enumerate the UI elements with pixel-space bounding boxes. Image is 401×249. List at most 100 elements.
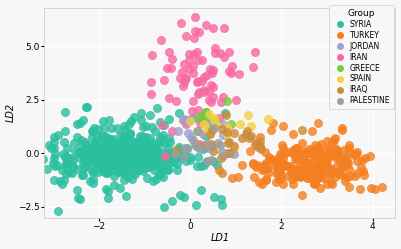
IRAQ [298, 128, 305, 132]
PALESTINE [215, 141, 221, 145]
JORDAN [203, 121, 209, 125]
SYRIA [93, 154, 100, 158]
SYRIA [81, 158, 87, 162]
Legend: SYRIA, TURKEY, JORDAN, IRAN, GREECE, SPAIN, IRAQ, PALESTINE: SYRIA, TURKEY, JORDAN, IRAN, GREECE, SPA… [329, 5, 394, 109]
TURKEY [311, 182, 317, 186]
TURKEY [340, 156, 347, 160]
JORDAN [183, 120, 190, 124]
SYRIA [148, 146, 154, 150]
IRAN [200, 90, 207, 94]
IRAN [199, 79, 205, 83]
TURKEY [316, 174, 322, 178]
SYRIA [203, 134, 209, 138]
IRAN [183, 119, 189, 123]
SYRIA [124, 145, 130, 149]
SYRIA [126, 155, 132, 159]
TURKEY [273, 171, 279, 175]
SYRIA [190, 116, 196, 120]
TURKEY [354, 150, 360, 154]
TURKEY [304, 160, 311, 164]
SYRIA [148, 147, 154, 151]
SYRIA [142, 149, 148, 153]
TURKEY [299, 152, 306, 156]
SYRIA [210, 159, 217, 163]
SYRIA [160, 154, 166, 158]
SYRIA [127, 153, 134, 157]
IRAN [183, 122, 189, 126]
SYRIA [139, 153, 145, 157]
TURKEY [253, 165, 259, 169]
TURKEY [313, 150, 319, 154]
TURKEY [264, 166, 270, 170]
IRAN [200, 88, 207, 92]
TURKEY [294, 158, 301, 162]
TURKEY [249, 161, 256, 165]
TURKEY [310, 147, 317, 151]
SYRIA [127, 141, 133, 145]
SYRIA [99, 120, 106, 124]
TURKEY [343, 175, 349, 179]
TURKEY [332, 175, 338, 179]
TURKEY [290, 182, 296, 186]
IRAN [180, 118, 186, 122]
SYRIA [184, 146, 190, 150]
SYRIA [105, 142, 111, 146]
SYRIA [71, 141, 77, 145]
SYRIA [106, 154, 113, 158]
SYRIA [84, 105, 90, 109]
TURKEY [337, 156, 344, 160]
SYRIA [59, 182, 65, 186]
PALESTINE [184, 147, 190, 151]
SYRIA [132, 140, 139, 144]
IRAN [168, 128, 175, 132]
SYRIA [166, 136, 172, 140]
TURKEY [314, 166, 321, 170]
SPAIN [265, 117, 271, 121]
IRAN [162, 154, 168, 158]
SYRIA [150, 164, 156, 168]
SYRIA [90, 177, 96, 181]
SPAIN [245, 113, 251, 117]
SYRIA [132, 159, 138, 163]
TURKEY [312, 174, 319, 178]
SYRIA [36, 159, 43, 163]
SYRIA [128, 138, 134, 142]
TURKEY [261, 167, 267, 171]
SYRIA [140, 160, 146, 164]
SYRIA [141, 145, 147, 149]
TURKEY [298, 141, 305, 145]
SYRIA [130, 152, 136, 156]
TURKEY [372, 187, 378, 191]
SYRIA [156, 173, 162, 177]
TURKEY [257, 144, 263, 148]
TURKEY [273, 180, 279, 184]
SYRIA [95, 159, 101, 163]
TURKEY [312, 156, 318, 160]
SYRIA [162, 166, 168, 170]
TURKEY [332, 136, 339, 140]
TURKEY [259, 183, 265, 187]
SYRIA [106, 118, 113, 122]
IRAN [168, 57, 175, 61]
TURKEY [312, 164, 319, 168]
SYRIA [114, 164, 121, 168]
SYRIA [105, 158, 112, 162]
PALESTINE [204, 159, 211, 163]
SYRIA [99, 166, 106, 170]
SYRIA [175, 154, 182, 158]
TURKEY [308, 129, 315, 133]
SYRIA [129, 148, 136, 152]
TURKEY [328, 171, 334, 175]
SYRIA [51, 156, 57, 160]
TURKEY [280, 156, 287, 160]
TURKEY [346, 143, 352, 147]
SYRIA [123, 170, 130, 174]
TURKEY [288, 171, 294, 175]
TURKEY [279, 124, 286, 128]
TURKEY [312, 181, 318, 185]
IRAQ [209, 149, 216, 153]
TURKEY [292, 157, 299, 161]
IRAN [210, 85, 217, 89]
SYRIA [144, 158, 150, 162]
SYRIA [195, 155, 201, 159]
